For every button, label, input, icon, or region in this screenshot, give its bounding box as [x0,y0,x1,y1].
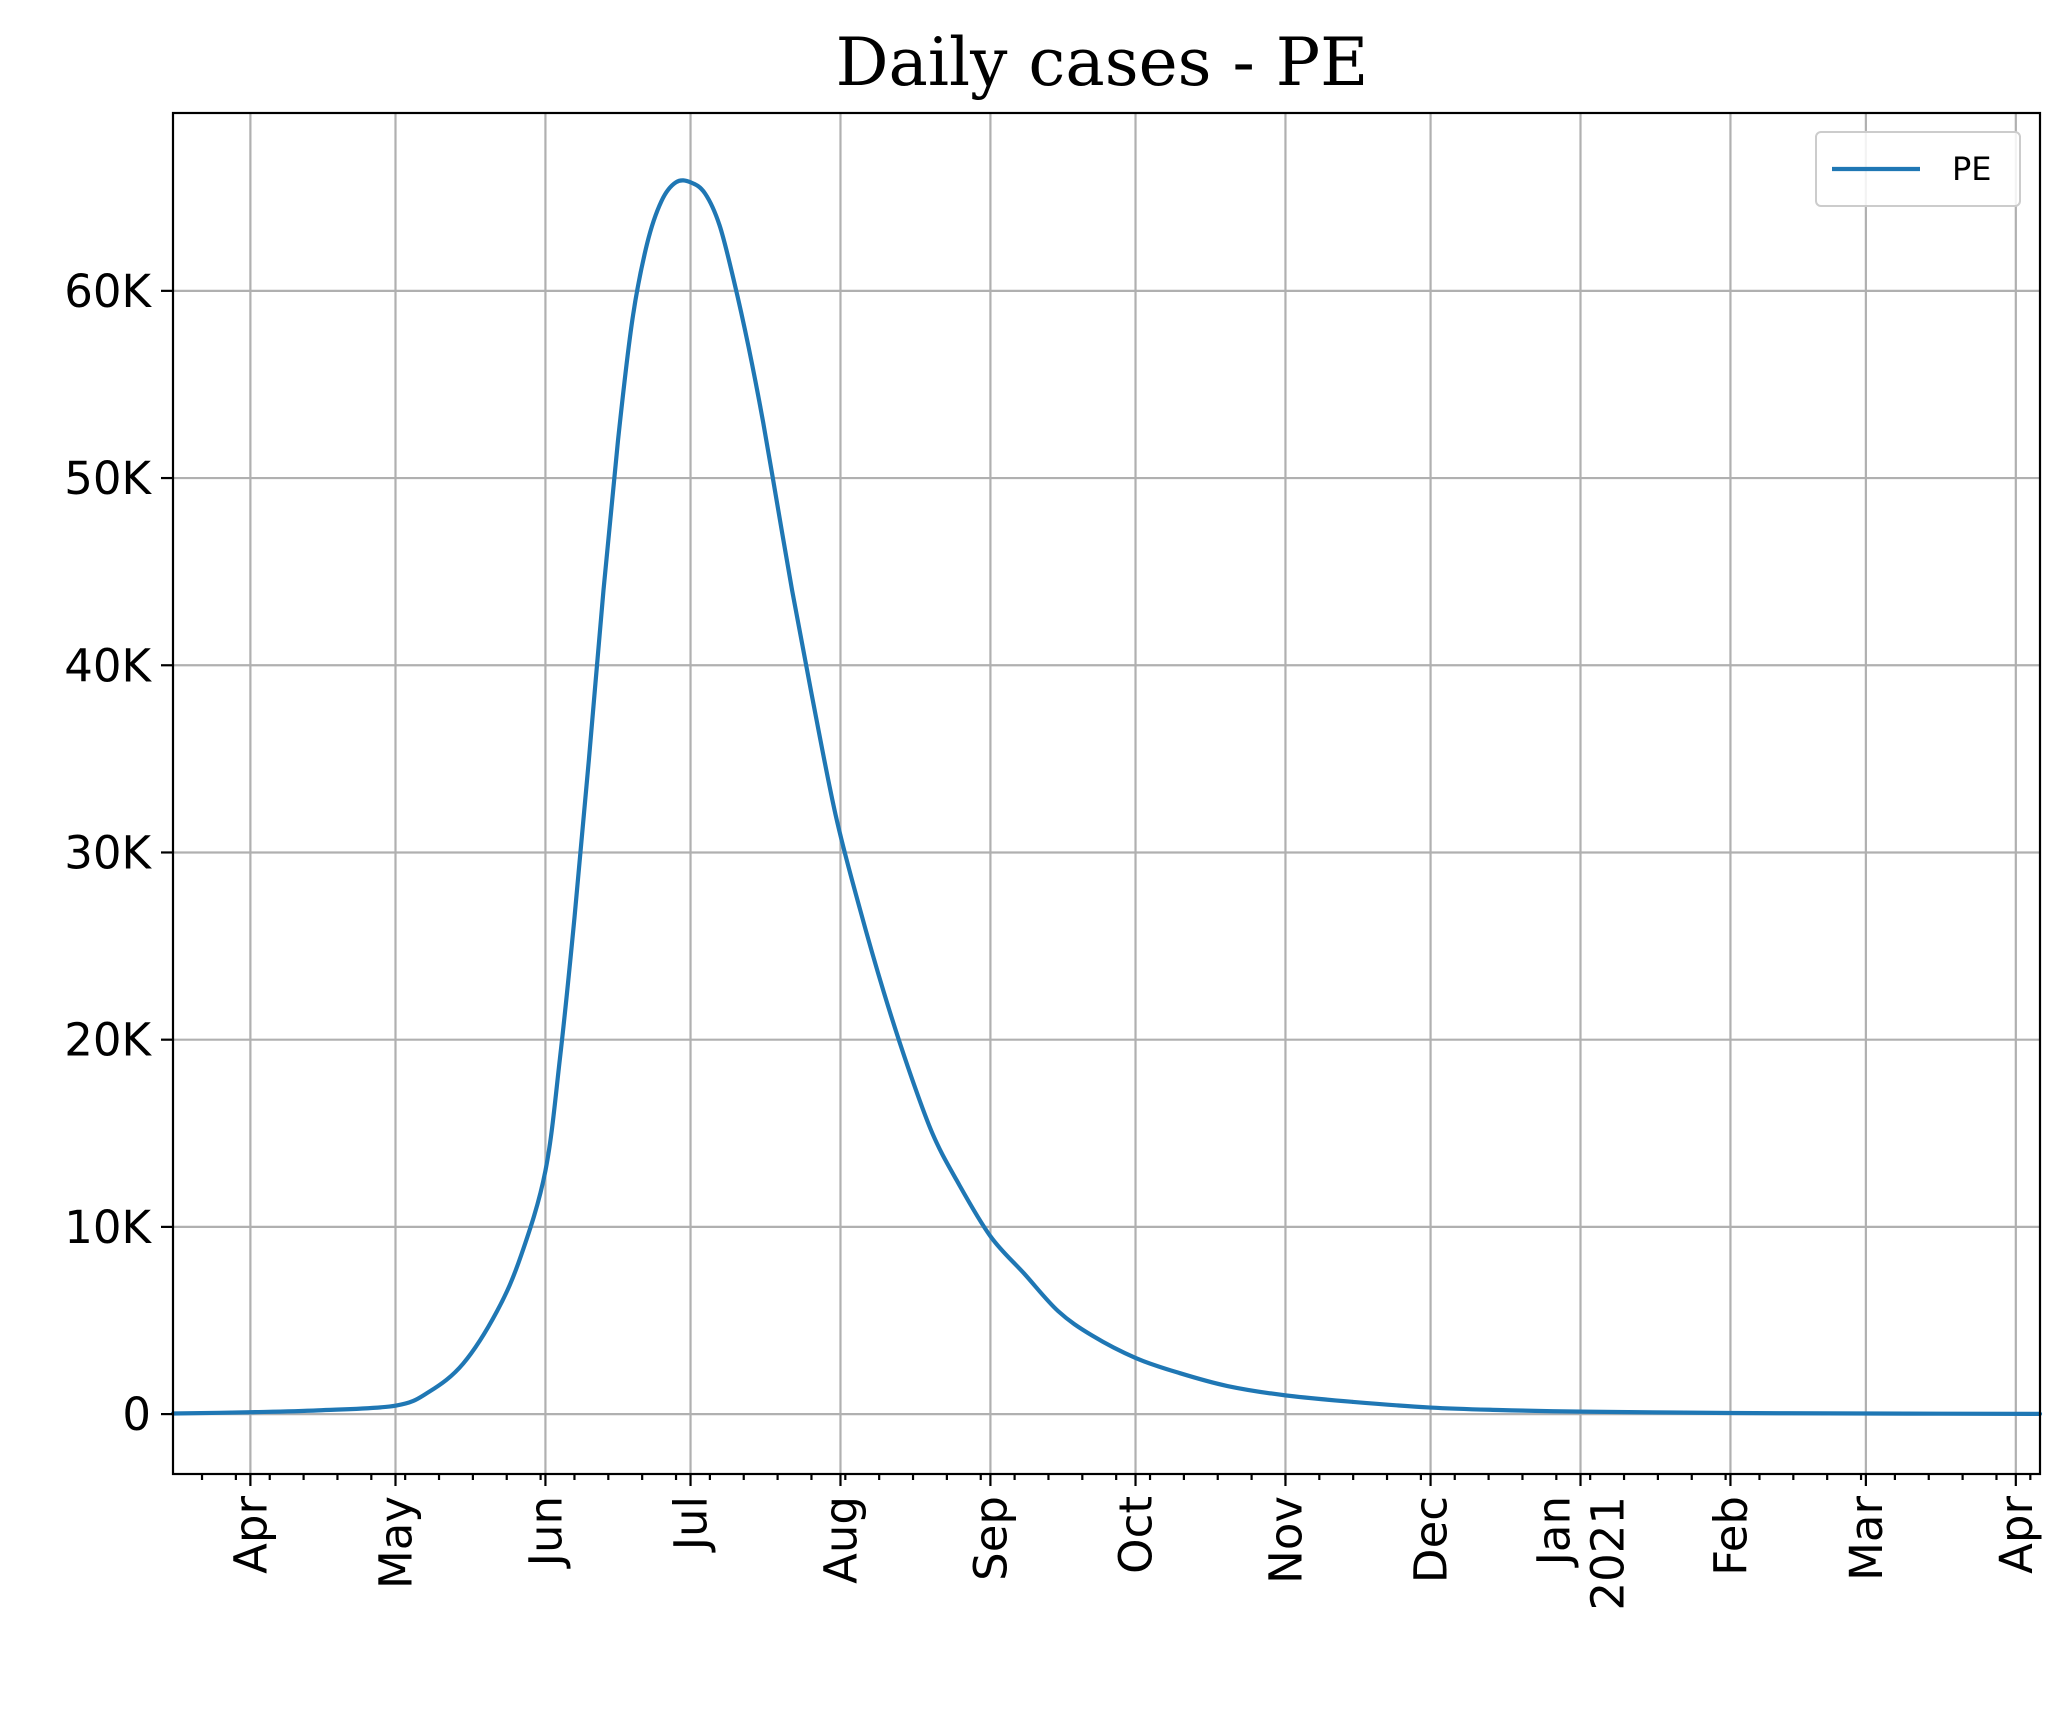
legend: PE [1815,131,2021,207]
x-axis-ticks: Apr May Jun Jul Aug Sep Oct Nov Dec Jan 2021 Feb Mar… [200,1474,2043,1611]
x-tick-label: Jan 2021 [1528,1496,1635,1611]
x-tick-label-line: Jul [665,1496,718,1553]
x-tick-label: Apr [1990,1496,2043,1574]
x-tick-label-line: Oct [1110,1496,1163,1574]
x-tick-label: Aug [814,1496,867,1584]
y-axis-ticks: 0 10K 20K 30K 40K 50K 60K [64,265,173,1441]
chart-title: Daily cases - PE [836,24,1369,101]
y-tick-label: 20K [64,1014,152,1067]
x-tick-label-line: Jan [1528,1496,1581,1568]
x-tick-label: Dec [1405,1496,1458,1583]
x-tick-label: Oct [1110,1496,1163,1574]
x-tick-label-line: Feb [1704,1496,1757,1576]
y-tick-label: 50K [64,452,152,505]
x-tick-label-line: Apr [224,1496,277,1574]
x-tick-label: Mar [1840,1496,1893,1581]
x-tick-label-line: May [369,1496,422,1589]
series-line-pe [170,178,2043,1417]
x-tick-label-line: Apr [1990,1496,2043,1574]
x-tick-label: Jun [519,1496,572,1569]
y-tick-label: 40K [64,639,152,692]
x-tick-label: Jul [665,1496,718,1553]
y-tick-label: 0 [122,1388,151,1441]
x-tick-label-line: 2021 [1582,1496,1635,1611]
y-tick-label: 10K [64,1201,152,1254]
x-tick-label: Apr [224,1496,277,1574]
x-tick-label-line: Nov [1259,1496,1312,1584]
x-tick-label-line: Mar [1840,1496,1893,1581]
x-tick-label-line: Aug [814,1496,867,1584]
legend-label-pe: PE [1952,150,1992,188]
x-tick-label: May [369,1496,422,1589]
series-layer [170,178,2043,1417]
y-tick-label: 60K [64,265,152,318]
x-tick-label: Nov [1259,1496,1312,1584]
x-tick-label-line: Dec [1405,1496,1458,1583]
y-tick-label: 30K [64,826,152,879]
x-tick-label-line: Jun [519,1496,572,1569]
x-tick-label-line: Sep [964,1496,1017,1581]
x-tick-label: Sep [964,1496,1017,1581]
grid-lines [173,113,2040,1474]
x-tick-label: Feb [1704,1496,1757,1576]
axes-frame [171,111,2042,1476]
